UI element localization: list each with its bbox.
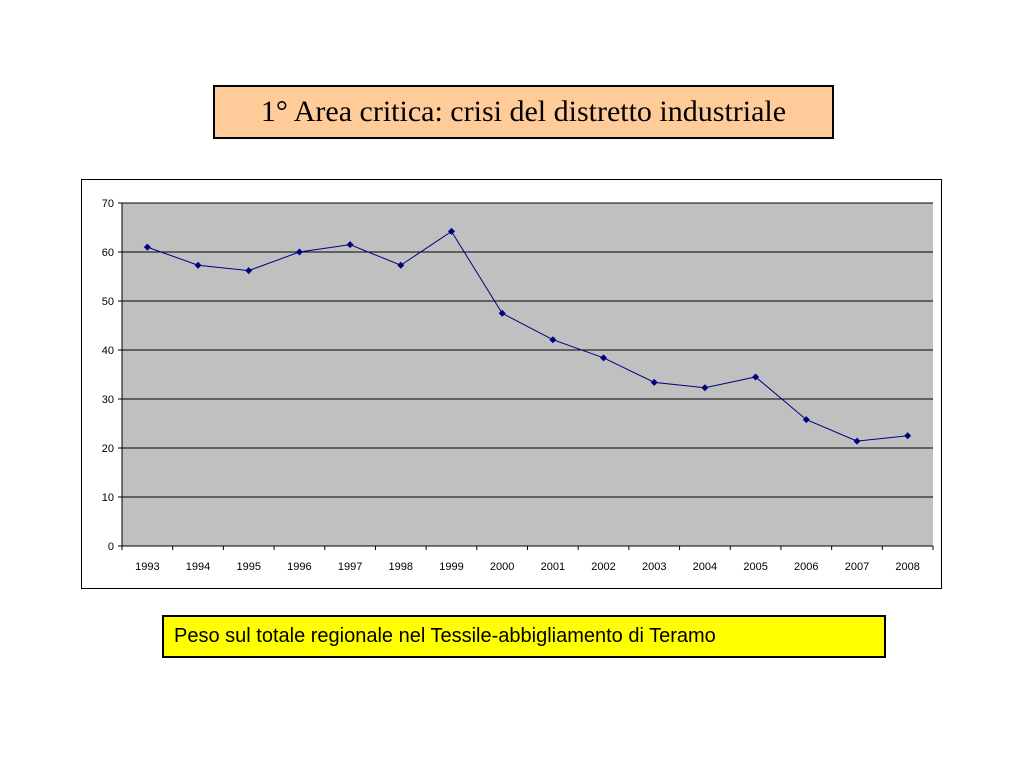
data-point xyxy=(904,432,912,440)
data-point xyxy=(549,336,557,344)
x-tick-label: 2008 xyxy=(895,561,919,573)
x-tick-label: 1993 xyxy=(135,561,159,573)
x-tick-label: 2001 xyxy=(541,561,565,573)
data-point xyxy=(295,248,303,256)
y-tick-label: 70 xyxy=(102,198,114,210)
data-point xyxy=(650,378,658,386)
x-tick-label: 2005 xyxy=(743,561,767,573)
data-point xyxy=(194,261,202,269)
y-tick-label: 40 xyxy=(102,345,114,357)
x-tick-label: 1998 xyxy=(389,561,413,573)
data-point xyxy=(498,309,506,317)
slide-title-text: 1° Area critica: crisi del distretto ind… xyxy=(260,95,787,128)
y-tick-label: 60 xyxy=(102,247,114,259)
line-chart: 0 10 20 30 40 50 60 70 1993 1994 1995 1996 1997 1998 1… xyxy=(102,198,934,573)
data-point xyxy=(752,373,760,381)
x-tick-label: 2007 xyxy=(845,561,869,573)
slide-title: 1° Area critica: crisi del distretto ind… xyxy=(213,85,834,139)
y-tick-label: 20 xyxy=(102,443,114,455)
x-tick-label: 2006 xyxy=(794,561,818,573)
x-tick-label: 2004 xyxy=(693,561,717,573)
x-tick-label: 1996 xyxy=(287,561,311,573)
plot-area xyxy=(122,203,933,546)
data-point xyxy=(397,261,405,269)
chart-frame: 0 10 20 30 40 50 60 70 1993 1994 1995 1996 1997 1998 1… xyxy=(81,179,942,589)
x-tick-label: 1994 xyxy=(186,561,210,573)
data-point xyxy=(802,416,810,424)
data-point xyxy=(245,267,253,275)
data-point xyxy=(600,354,608,362)
y-tick-label: 30 xyxy=(102,394,114,406)
x-tick-label: 2000 xyxy=(490,561,514,573)
chart-caption-text: Peso sul totale regionale nel Tessile-ab… xyxy=(174,625,716,647)
data-point xyxy=(447,227,455,235)
y-tick-label: 10 xyxy=(102,492,114,504)
data-point xyxy=(853,437,861,445)
data-point xyxy=(346,241,354,249)
x-tick-label: 2003 xyxy=(642,561,666,573)
series-line xyxy=(147,230,908,442)
x-tick-label: 1999 xyxy=(439,561,463,573)
x-tick-label: 1995 xyxy=(236,561,260,573)
x-tick-label: 1997 xyxy=(338,561,362,573)
data-point xyxy=(143,243,151,251)
chart-caption: Peso sul totale regionale nel Tessile-ab… xyxy=(162,615,886,658)
y-tick-label: 50 xyxy=(102,296,114,308)
data-point xyxy=(701,384,709,392)
x-tick-label: 2002 xyxy=(591,561,615,573)
y-tick-label: 0 xyxy=(108,541,114,553)
